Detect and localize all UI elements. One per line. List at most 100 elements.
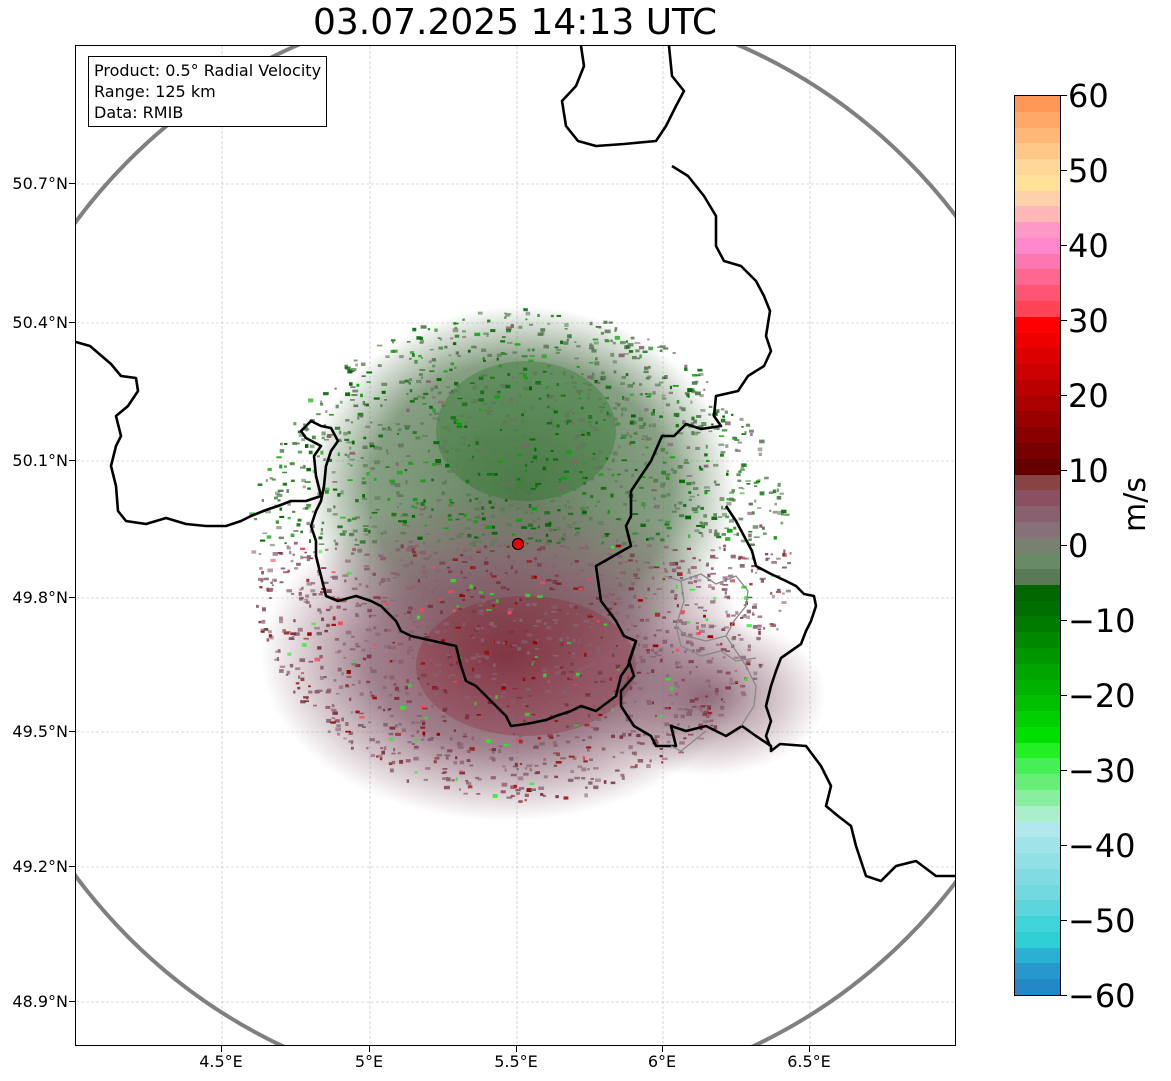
echo-pixel <box>743 604 746 606</box>
echo-pixel <box>507 611 512 615</box>
echo-pixel <box>491 748 496 752</box>
echo-pixel <box>477 472 481 476</box>
echo-pixel <box>518 739 523 744</box>
echo-pixel <box>355 499 359 503</box>
echo-pixel <box>556 752 560 756</box>
echo-pixel <box>509 573 516 576</box>
echo-pixel <box>626 340 628 343</box>
echo-pixel <box>654 383 661 387</box>
echo-pixel <box>285 673 289 676</box>
echo-pixel <box>682 420 686 425</box>
echo-pixel <box>293 422 297 426</box>
echo-pixel <box>491 450 497 454</box>
echo-pixel <box>575 390 582 393</box>
echo-pixel <box>399 559 403 562</box>
echo-pixel <box>431 508 434 511</box>
echo-pixel <box>600 700 606 705</box>
echo-pixel <box>674 681 678 686</box>
echo-pixel <box>460 442 466 445</box>
echo-pixel <box>565 723 568 726</box>
echo-pixel <box>727 567 733 570</box>
echo-pixel <box>477 603 484 607</box>
echo-pixel <box>669 562 676 566</box>
echo-pixel <box>477 624 481 628</box>
echo-pixel <box>350 368 357 371</box>
echo-pixel <box>561 476 568 480</box>
echo-pixel <box>502 709 509 712</box>
radar-map[interactable] <box>75 45 956 1046</box>
echo-pixel <box>474 536 479 539</box>
echo-pixel <box>411 743 415 745</box>
echo-pixel <box>522 373 527 377</box>
echo-pixel <box>355 710 360 714</box>
echo-pixel <box>347 431 351 435</box>
echo-pixel <box>366 654 372 659</box>
echo-pixel <box>349 458 355 461</box>
echo-pixel <box>531 348 535 352</box>
echo-pixel <box>666 611 671 614</box>
echo-pixel <box>642 644 648 649</box>
echo-pixel <box>448 570 453 574</box>
echo-pixel <box>566 642 572 644</box>
echo-pixel <box>664 568 667 571</box>
echo-pixel <box>447 566 450 569</box>
echo-pixel <box>400 660 404 662</box>
echo-pixel <box>422 570 428 575</box>
echo-pixel <box>532 519 535 523</box>
echo-pixel <box>574 341 577 343</box>
echo-pixel <box>434 630 440 634</box>
echo-pixel <box>443 771 448 774</box>
echo-pixel <box>587 614 592 618</box>
echo-pixel <box>554 346 559 349</box>
echo-pixel <box>469 584 473 589</box>
echo-pixel <box>746 596 753 599</box>
echo-pixel <box>566 422 569 425</box>
echo-pixel <box>502 543 506 546</box>
echo-pixel <box>488 729 494 732</box>
echo-pixel <box>533 746 539 749</box>
echo-pixel <box>621 694 625 698</box>
echo-pixel <box>409 400 415 403</box>
echo-pixel <box>699 521 704 525</box>
echo-pixel <box>662 757 668 760</box>
echo-pixel <box>318 536 323 540</box>
colorbar-band <box>1015 458 1060 477</box>
echo-pixel <box>297 627 303 632</box>
echo-pixel <box>427 328 430 331</box>
echo-pixel <box>694 697 699 701</box>
echo-pixel <box>443 527 449 530</box>
echo-pixel <box>502 642 506 645</box>
echo-pixel <box>444 479 448 484</box>
echo-pixel <box>597 682 603 685</box>
echo-pixel <box>476 655 481 658</box>
echo-pixel <box>512 560 516 563</box>
echo-pixel <box>582 476 585 480</box>
echo-pixel <box>258 620 262 624</box>
echo-pixel <box>529 355 536 357</box>
echo-pixel <box>412 353 415 357</box>
echo-pixel <box>594 380 598 384</box>
echo-pixel <box>259 586 263 589</box>
echo-pixel <box>577 765 583 769</box>
echo-pixel <box>703 514 707 518</box>
echo-pixel <box>589 477 594 481</box>
echo-pixel <box>554 479 560 482</box>
echo-pixel <box>391 752 396 755</box>
echo-pixel <box>395 462 399 466</box>
echo-pixel <box>707 573 711 578</box>
echo-pixel <box>646 764 651 768</box>
echo-pixel <box>510 795 516 797</box>
echo-pixel <box>707 706 711 710</box>
echo-pixel <box>683 737 687 740</box>
echo-pixel <box>654 651 658 654</box>
echo-pixel <box>351 394 358 396</box>
echo-pixel <box>504 572 508 574</box>
echo-pixel <box>646 538 649 541</box>
echo-pixel <box>612 360 617 364</box>
echo-pixel <box>624 561 628 564</box>
echo-pixel <box>628 559 633 562</box>
echo-pixel <box>688 733 694 736</box>
echo-pixel <box>511 533 516 536</box>
echo-pixel <box>530 527 537 530</box>
echo-pixel <box>505 384 511 389</box>
